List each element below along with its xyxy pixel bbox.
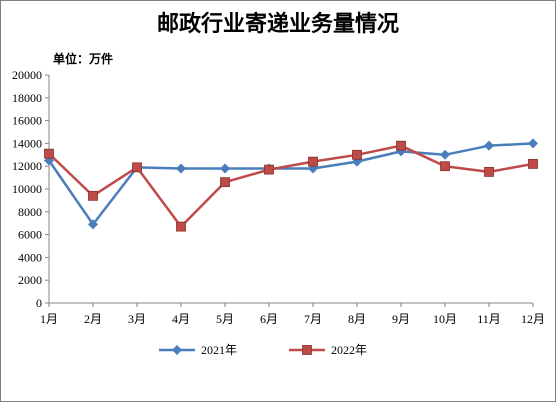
data-point-square (484, 166, 494, 177)
x-tick-label: 4月 (172, 312, 190, 326)
data-point-square (44, 148, 54, 159)
unit-label: 单位：万件 (53, 51, 113, 66)
x-tick-label: 6月 (260, 312, 278, 326)
series-line (48, 144, 534, 228)
series-line (47, 142, 534, 226)
legend: 2021年 2022年 (159, 343, 367, 357)
legend-marker-square (302, 345, 312, 355)
x-tick-label: 11月 (477, 312, 501, 326)
x-tick-label: 9月 (392, 312, 410, 326)
legend-label: 2021年 (201, 343, 237, 357)
y-tick-label: 6000 (18, 228, 42, 242)
legend-marker-diamond (172, 345, 182, 355)
data-point-square (528, 159, 538, 169)
legend-label: 2022年 (331, 343, 367, 357)
data-point-diamond (440, 149, 450, 160)
data-point-square (88, 190, 98, 201)
y-tick-label: 10000 (12, 182, 42, 196)
legend-item: 2021年 (159, 343, 237, 357)
y-tick-label: 12000 (12, 159, 42, 173)
series-1 (44, 138, 538, 230)
y-tick-label: 18000 (12, 91, 42, 105)
x-tick-label: 1月 (40, 312, 58, 326)
y-tick-label: 14000 (12, 136, 42, 150)
x-tick-labels: 1月 2月 3月 4月 5月 6月 7月 8月 9月 10月 11月 12月 (40, 312, 545, 326)
x-tick-label: 2月 (84, 312, 102, 326)
series-2 (44, 140, 538, 232)
x-tick-label: 10月 (433, 312, 457, 326)
data-point-square (396, 140, 406, 151)
y-tick-label: 8000 (18, 205, 42, 219)
data-point-square (352, 149, 362, 160)
data-point-square (132, 162, 142, 173)
y-tick-label: 4000 (18, 250, 42, 264)
data-point-square (308, 156, 318, 167)
x-tick-label: 12月 (521, 312, 545, 326)
y-tick-label: 16000 (12, 114, 42, 128)
data-point-diamond (220, 163, 230, 174)
data-point-diamond (528, 138, 538, 149)
x-tick-label: 8月 (348, 312, 366, 326)
y-tick-label: 2000 (18, 273, 42, 287)
data-point-diamond (484, 140, 494, 151)
y-tick-labels: 0 2000 4000 6000 8000 10000 12000 14000 16000 180… (12, 68, 42, 310)
axes (45, 74, 534, 307)
x-tick-label: 5月 (216, 312, 234, 326)
chart-title: 邮政行业寄递业务量情况 (157, 11, 399, 37)
y-tick-label: 0 (36, 296, 42, 310)
x-tick-label: 7月 (304, 312, 322, 326)
data-point-diamond (176, 163, 186, 174)
data-point-square (264, 164, 274, 175)
y-tick-label: 20000 (12, 68, 42, 82)
data-point-square (220, 177, 230, 188)
data-point-square (440, 161, 450, 172)
x-tick-label: 3月 (128, 312, 146, 326)
data-point-diamond (88, 219, 98, 230)
legend-item: 2022年 (289, 343, 367, 357)
data-point-square (176, 221, 186, 232)
series-layer (44, 138, 538, 232)
